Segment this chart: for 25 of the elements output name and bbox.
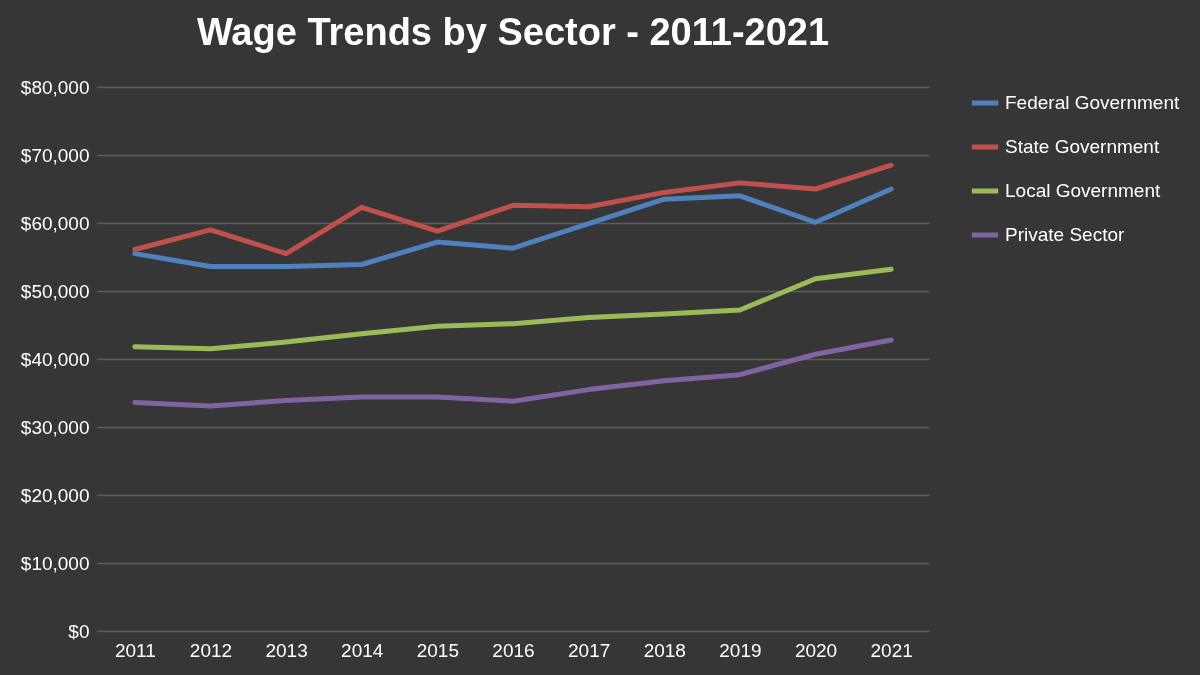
x-tick-label: 2021	[870, 639, 913, 661]
y-tick-label: $50,000	[20, 280, 90, 302]
y-tick-label: $20,000	[20, 484, 90, 506]
x-tick-label: 2015	[416, 639, 459, 661]
x-tick-label: 2014	[341, 639, 384, 661]
y-tick-label: $60,000	[20, 212, 90, 234]
y-tick-label: $40,000	[20, 348, 90, 370]
y-tick-label: $70,000	[20, 144, 90, 166]
legend-label: Local Government	[1005, 180, 1161, 201]
x-tick-label: 2020	[794, 639, 838, 661]
x-tick-label: 2012	[189, 639, 233, 661]
legend-label: Federal Government	[1005, 92, 1180, 113]
y-tick-label: $0	[68, 620, 90, 642]
chart-title: Wage Trends by Sector - 2011-2021	[196, 11, 830, 53]
x-tick-label: 2011	[114, 639, 156, 661]
legend-label: Private Sector	[1005, 224, 1125, 245]
x-tick-label: 2017	[568, 639, 611, 661]
x-tick-label: 2013	[265, 639, 308, 661]
x-tick-label: 2018	[643, 639, 686, 661]
legend-label: State Government	[1005, 136, 1160, 157]
y-tick-label: $80,000	[20, 76, 90, 98]
y-tick-label: $30,000	[20, 416, 90, 438]
x-tick-label: 2019	[719, 639, 762, 661]
x-tick-label: 2016	[492, 639, 535, 661]
y-tick-label: $10,000	[20, 552, 90, 574]
